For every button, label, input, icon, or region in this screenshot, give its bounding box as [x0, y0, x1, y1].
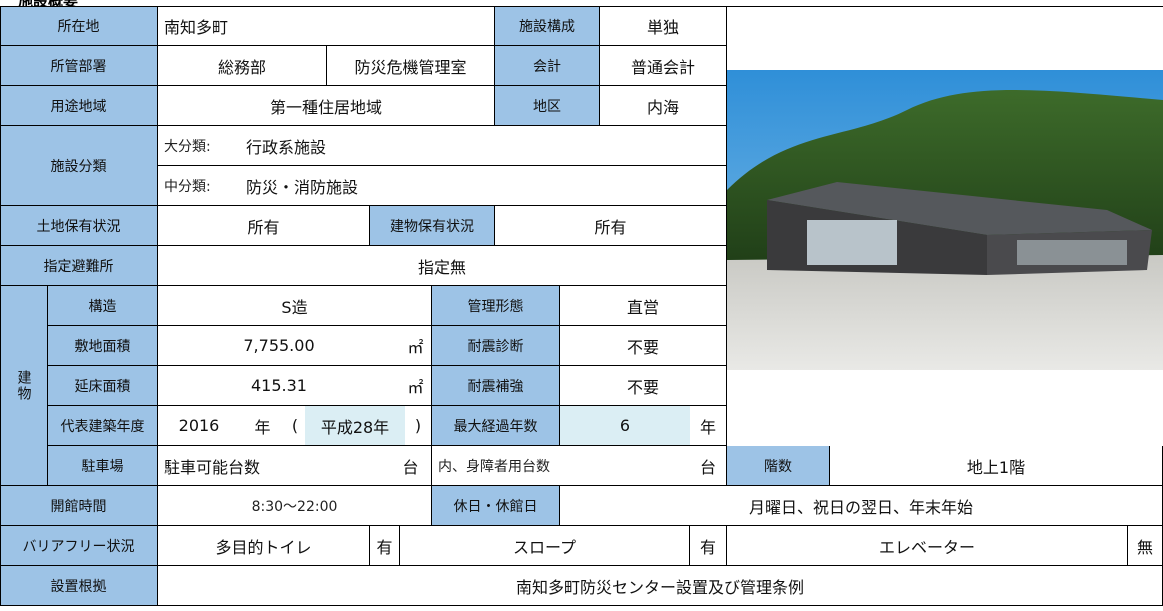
field-value: 防災危機管理室 [327, 46, 495, 86]
field-value: 大分類: [158, 126, 240, 166]
field-value: ( [285, 406, 305, 446]
field-label: 階数 [727, 446, 830, 486]
field-label: 土地保有状況 [0, 206, 158, 246]
field-value: 7,755.00 [158, 326, 400, 366]
field-value: ) [405, 406, 432, 446]
field-value: 有 [370, 526, 400, 566]
field-value: 無 [1128, 526, 1163, 566]
field-value: 台 [690, 446, 727, 486]
field-value: S造 [158, 286, 432, 326]
field-value: 所有 [495, 206, 727, 246]
field-value: 不要 [560, 326, 727, 366]
field-label: 建物 [0, 286, 48, 486]
field-label: 所管部署 [0, 46, 158, 86]
field-value: 内、身障者用台数 [432, 446, 690, 486]
field-value: 防災・消防施設 [240, 166, 727, 206]
field-value: 単独 [600, 6, 727, 46]
field-label: 施設分類 [0, 126, 158, 206]
field-value: 不要 [560, 366, 727, 406]
field-label: 休日・休館日 [432, 486, 560, 526]
field-label: 会計 [495, 46, 600, 86]
field-label: 開館時間 [0, 486, 158, 526]
field-value: 年 [240, 406, 285, 446]
field-label: 駐車場 [48, 446, 158, 486]
field-value: 指定無 [158, 246, 727, 286]
field-value: 年 [690, 406, 727, 446]
field-value: 月曜日、祝日の翌日、年末年始 [560, 486, 1163, 526]
field-value: 中分類: [158, 166, 240, 206]
field-label: 管理形態 [432, 286, 560, 326]
field-value: 南知多町 [158, 6, 495, 46]
field-value: 内海 [600, 86, 727, 126]
field-label: バリアフリー状況 [0, 526, 158, 566]
field-value: エレベーター [727, 526, 1128, 566]
field-label: 代表建築年度 [48, 406, 158, 446]
field-label: 用途地域 [0, 86, 158, 126]
field-value: ㎡ [400, 326, 432, 366]
field-value: 行政系施設 [240, 126, 727, 166]
field-value: 所有 [158, 206, 370, 246]
field-value: 直営 [560, 286, 727, 326]
field-label: 施設構成 [495, 6, 600, 46]
field-label: 耐震診断 [432, 326, 560, 366]
field-value: 415.31 [158, 366, 400, 406]
field-label: 敷地面積 [48, 326, 158, 366]
field-value: 8:30〜22:00 [158, 486, 432, 526]
field-value: 駐車可能台数 [158, 446, 390, 486]
field-value: 6 [560, 406, 690, 446]
field-label: 所在地 [0, 6, 158, 46]
facility-photo [727, 70, 1163, 370]
field-value: スロープ [400, 526, 690, 566]
field-label: 耐震補強 [432, 366, 560, 406]
field-value: 多目的トイレ [158, 526, 370, 566]
field-value: 総務部 [158, 46, 327, 86]
field-value: 有 [690, 526, 727, 566]
field-label: 建物保有状況 [370, 206, 495, 246]
field-value: 南知多町防災センター設置及び管理条例 [158, 566, 1163, 606]
field-label: 構造 [48, 286, 158, 326]
field-label: 地区 [495, 86, 600, 126]
field-value: 2016 [158, 406, 240, 446]
field-value: 第一種住居地域 [158, 86, 495, 126]
field-label: 延床面積 [48, 366, 158, 406]
field-label: 設置根拠 [0, 566, 158, 606]
field-value: 平成28年 [305, 406, 405, 446]
field-label: 指定避難所 [0, 246, 158, 286]
field-value: 台 [390, 446, 432, 486]
field-label: 最大経過年数 [432, 406, 560, 446]
field-value: 普通会計 [600, 46, 727, 86]
field-value: ㎡ [400, 366, 432, 406]
field-value: 地上1階 [830, 446, 1163, 486]
section-title: 施設概要 [18, 0, 79, 10]
